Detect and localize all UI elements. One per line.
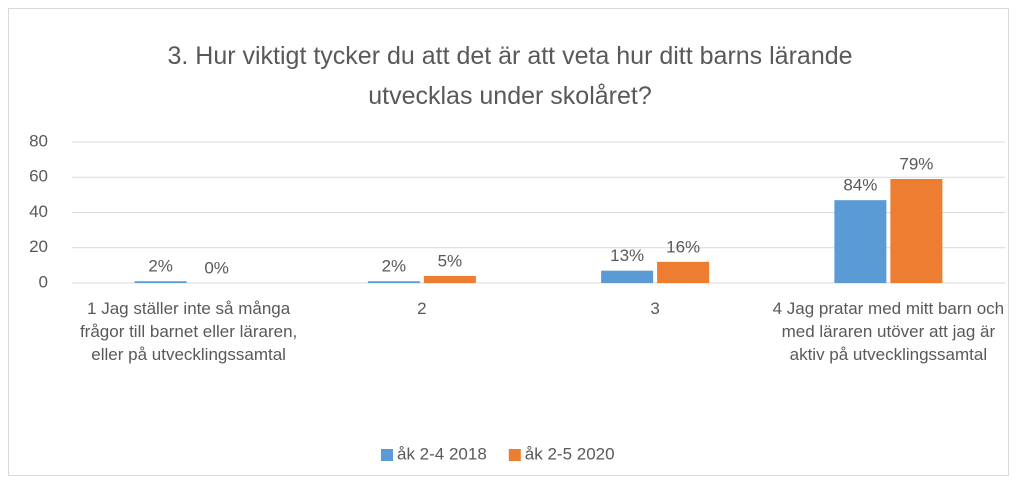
bar [423, 275, 476, 283]
y-tick-label: 0 [39, 272, 48, 291]
x-tick-label: 2 [417, 299, 427, 318]
bar [601, 270, 654, 283]
chart-title: 3. Hur viktigt tycker du att det är att … [167, 42, 853, 110]
bar [134, 281, 187, 283]
data-label: 84% [843, 176, 877, 195]
y-tick-label: 80 [29, 131, 48, 150]
bar [657, 261, 710, 283]
bar [367, 281, 420, 283]
legend-swatch [508, 449, 521, 461]
chart-border [8, 8, 1009, 476]
y-tick-label: 60 [29, 167, 48, 186]
y-tick-label: 20 [29, 237, 48, 256]
data-label: 5% [438, 251, 463, 270]
x-tick-label: 1 Jag ställer inte så många frågor till … [79, 299, 298, 364]
y-tick-label: 40 [29, 202, 48, 221]
data-label: 2% [148, 257, 173, 276]
data-label: 2% [382, 257, 407, 276]
data-label: 16% [666, 237, 700, 256]
x-tick-label: 3 [650, 299, 660, 318]
data-label: 79% [899, 154, 933, 173]
legend-swatch [381, 449, 393, 461]
bar [834, 200, 887, 283]
data-label: 13% [610, 246, 644, 265]
legend-label: åk 2-4 2018 [397, 444, 487, 463]
legend-label: åk 2-5 2020 [525, 444, 615, 463]
data-label: 0% [204, 258, 229, 277]
x-tick-label: 4 Jag pratar med mitt barn och med lärar… [772, 299, 1005, 364]
bar [890, 179, 943, 283]
